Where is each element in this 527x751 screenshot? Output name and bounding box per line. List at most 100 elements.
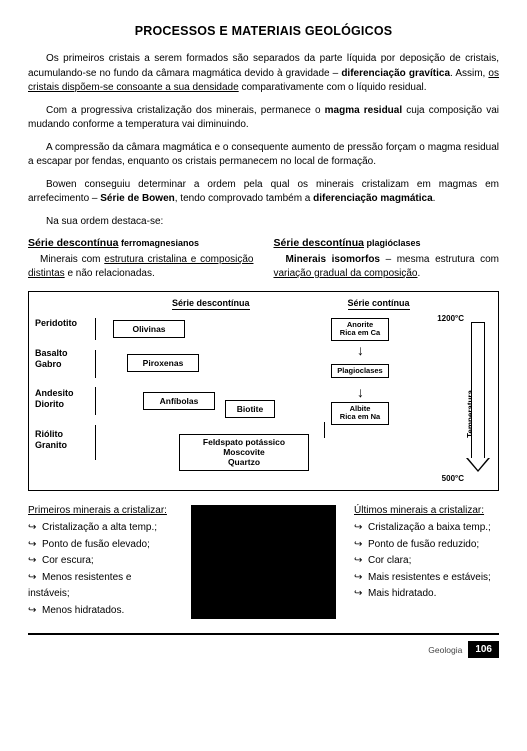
arrow-icon: ↪ — [354, 553, 368, 570]
arrow-icon: ↪ — [28, 570, 42, 587]
text: Granito — [35, 440, 67, 450]
series-discontinuous-col: Série descontínua ferromagnesianos Miner… — [28, 237, 254, 281]
arrow-icon: ↪ — [28, 537, 42, 554]
arrow-icon: ↪ — [354, 586, 368, 603]
separator-line — [95, 425, 96, 460]
term-diferenciacao-gravitica: diferenciação gravítica — [341, 68, 450, 79]
text: . Assim, — [450, 68, 488, 79]
separator-line — [95, 318, 96, 340]
text: Cristalização a alta temp.; — [42, 522, 157, 533]
term-isomorfos: Minerais isomorfos — [286, 254, 381, 265]
rock-riolito-granito: RiólitoGranito — [35, 429, 77, 451]
list-item: ↪Mais hidratado. — [354, 586, 499, 603]
text: Rica em Ca — [340, 328, 380, 337]
list-item: ↪Cor clara; — [354, 553, 499, 570]
text: Andesito — [35, 388, 74, 398]
diagram-headers: Série descontínua Série contínua — [37, 298, 490, 310]
text: rais a cristalizar: — [95, 505, 167, 516]
arrow-icon: ↪ — [354, 520, 368, 537]
term-serie-bowen: Série de Bowen — [100, 193, 174, 204]
text: Feldspato potássico — [203, 437, 285, 447]
text: e não relacionadas. — [65, 268, 155, 279]
text: . — [417, 268, 420, 279]
list-item: ↪Cristalização a baixa temp.; — [354, 520, 499, 537]
connector-line — [324, 422, 325, 438]
page-footer: Geologia 106 — [28, 641, 499, 658]
text: Basalto — [35, 348, 68, 358]
text: Cor clara; — [368, 555, 411, 566]
temperature-arrow-icon — [468, 322, 488, 472]
bullets-right-header: Últimos minerais a cristalizar: — [354, 505, 499, 516]
series-cont-title: Série descontínua — [274, 237, 364, 249]
list-item: ↪Mais resistentes e estáveis; — [354, 570, 499, 587]
rock-andesito-diorito: AndesitoDiorito — [35, 388, 77, 410]
bullets-left-header: Primeiros minerais a cristalizar: — [28, 505, 173, 516]
arrow-icon: ↪ — [28, 603, 42, 620]
separator-line — [95, 350, 96, 378]
list-item: ↪Menos resistentes e instáveis; — [28, 570, 173, 603]
arrow-icon: ↪ — [354, 570, 368, 587]
arrow-icon: ↪ — [28, 520, 42, 537]
mineral-box-olivinas: Olivinas — [113, 320, 185, 338]
series-disc-title: Série descontínua — [28, 237, 118, 249]
underline-text: variação gradual da composição — [274, 268, 418, 279]
text: Mais resistentes e estáveis; — [368, 572, 491, 583]
bullets-first-minerals: Primeiros minerais a cristalizar: ↪Crist… — [28, 505, 173, 619]
text: comparativamente com o líquido residual. — [239, 82, 427, 93]
mineral-box-anfibolas: Anfíbolas — [143, 392, 215, 410]
rock-peridotito: Peridotito — [35, 318, 77, 329]
text: Quartzo — [228, 457, 260, 467]
series-columns: Série descontínua ferromagnesianos Miner… — [28, 237, 499, 281]
mineral-box-feldspato: Feldspato potássico Moscovite Quartzo — [179, 434, 309, 471]
text: . — [433, 193, 436, 204]
list-item: ↪Ponto de fusão elevado; — [28, 537, 173, 554]
text: – mesma estrutura com — [380, 254, 499, 265]
text: Diorito — [35, 399, 64, 409]
down-arrow-icon: ↓ — [357, 342, 364, 358]
term-magma-residual: magma residual — [325, 105, 403, 116]
series-continuous-col: Série descontínua plagióclases Minerais … — [274, 237, 500, 281]
page-title: PROCESSOS E MATERIAIS GEOLÓGICOS — [28, 24, 499, 38]
separator-line — [95, 387, 96, 415]
text: Últimos minera — [354, 505, 421, 516]
diagram-hdr-cont: Série contínua — [348, 298, 410, 310]
mineral-box-biotite: Biotite — [225, 400, 275, 418]
temp-high-label: 1200°C — [437, 314, 464, 323]
list-item: ↪Cristalização a alta temp.; — [28, 520, 173, 537]
series-cont-subtitle: plagióclases — [364, 238, 421, 248]
page-number: 106 — [468, 641, 499, 658]
series-disc-subtitle: ferromagnesianos — [118, 238, 199, 248]
text: Riólito — [35, 429, 63, 439]
series-disc-body: Minerais com estrutura cristalina e comp… — [28, 253, 254, 281]
footer-rule — [28, 633, 499, 635]
text: Minerais com — [40, 254, 104, 265]
vertical-divider — [191, 505, 336, 619]
bullets-last-minerals: Últimos minerais a cristalizar: ↪Cristal… — [354, 505, 499, 619]
text: Mais hidratado. — [368, 588, 436, 599]
term-diferenciacao-magmatica: diferenciação magmática — [313, 193, 433, 204]
paragraph-2: Com a progressiva cristalização dos mine… — [28, 104, 499, 133]
paragraph-4: Bowen conseguiu determinar a ordem pela … — [28, 178, 499, 207]
bullets-section: Primeiros minerais a cristalizar: ↪Crist… — [28, 505, 499, 619]
text: Moscovite — [223, 447, 265, 457]
series-cont-body: Minerais isomorfos – mesma estrutura com… — [274, 253, 500, 281]
text: Primeiros mine — [28, 505, 95, 516]
temp-low-label: 500°C — [442, 474, 464, 483]
mineral-box-plagioclases: Plagioclases — [331, 364, 389, 378]
text: Menos resistentes e instáveis; — [28, 572, 132, 600]
mineral-box-anorite: Anorite Rica em Ca — [331, 318, 389, 341]
text: Rica em Na — [340, 412, 380, 421]
text: Ponto de fusão elevado; — [42, 539, 150, 550]
list-item: ↪Cor escura; — [28, 553, 173, 570]
text: Gabro — [35, 359, 62, 369]
text: Menos hidratados. — [42, 605, 124, 616]
series-disc-header: Série descontínua ferromagnesianos — [28, 237, 254, 249]
arrow-icon: ↪ — [28, 553, 42, 570]
paragraph-5: Na sua ordem destaca-se: — [28, 215, 499, 230]
text: Cristalização a baixa temp.; — [368, 522, 491, 533]
bowen-diagram: Série descontínua Série contínua Peridot… — [28, 291, 499, 491]
footer-section-label: Geologia — [428, 645, 462, 655]
paragraph-1: Os primeiros cristais a serem formados s… — [28, 52, 499, 96]
text: Ponto de fusão reduzido; — [368, 539, 479, 550]
text: , tendo comprovado também a — [175, 193, 313, 204]
